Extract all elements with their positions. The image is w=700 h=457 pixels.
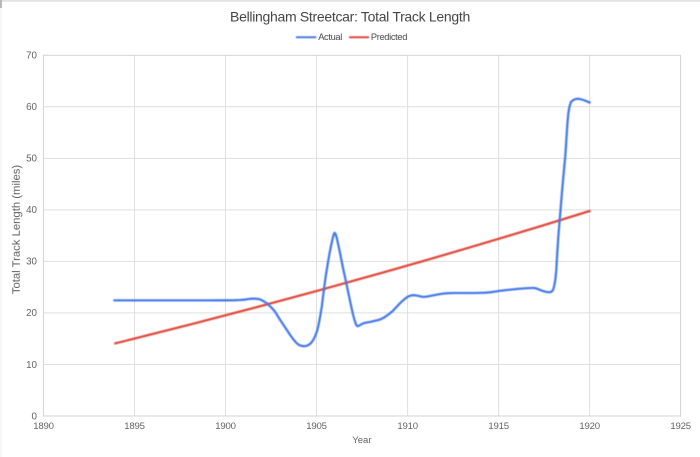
svg-text:1920: 1920	[579, 421, 600, 432]
svg-text:10: 10	[26, 360, 37, 371]
svg-text:Predicted: Predicted	[371, 32, 407, 42]
svg-text:1890: 1890	[33, 421, 54, 432]
svg-text:70: 70	[26, 51, 37, 62]
svg-text:Total Track Length (miles): Total Track Length (miles)	[11, 165, 23, 295]
svg-text:Year: Year	[352, 435, 371, 446]
svg-text:60: 60	[26, 102, 37, 113]
svg-text:1905: 1905	[306, 421, 327, 432]
svg-text:20: 20	[26, 308, 37, 319]
svg-text:1900: 1900	[215, 421, 236, 432]
svg-text:1915: 1915	[488, 421, 509, 432]
svg-text:40: 40	[26, 205, 37, 216]
svg-text:0: 0	[32, 411, 38, 422]
svg-text:1895: 1895	[124, 421, 145, 432]
svg-text:1925: 1925	[670, 421, 691, 432]
svg-text:50: 50	[26, 154, 37, 165]
svg-text:1910: 1910	[397, 421, 418, 432]
svg-text:Actual: Actual	[318, 32, 342, 42]
svg-text:Bellingham Streetcar: Total Tr: Bellingham Streetcar: Total Track Length	[230, 9, 470, 25]
svg-text:30: 30	[26, 257, 37, 268]
